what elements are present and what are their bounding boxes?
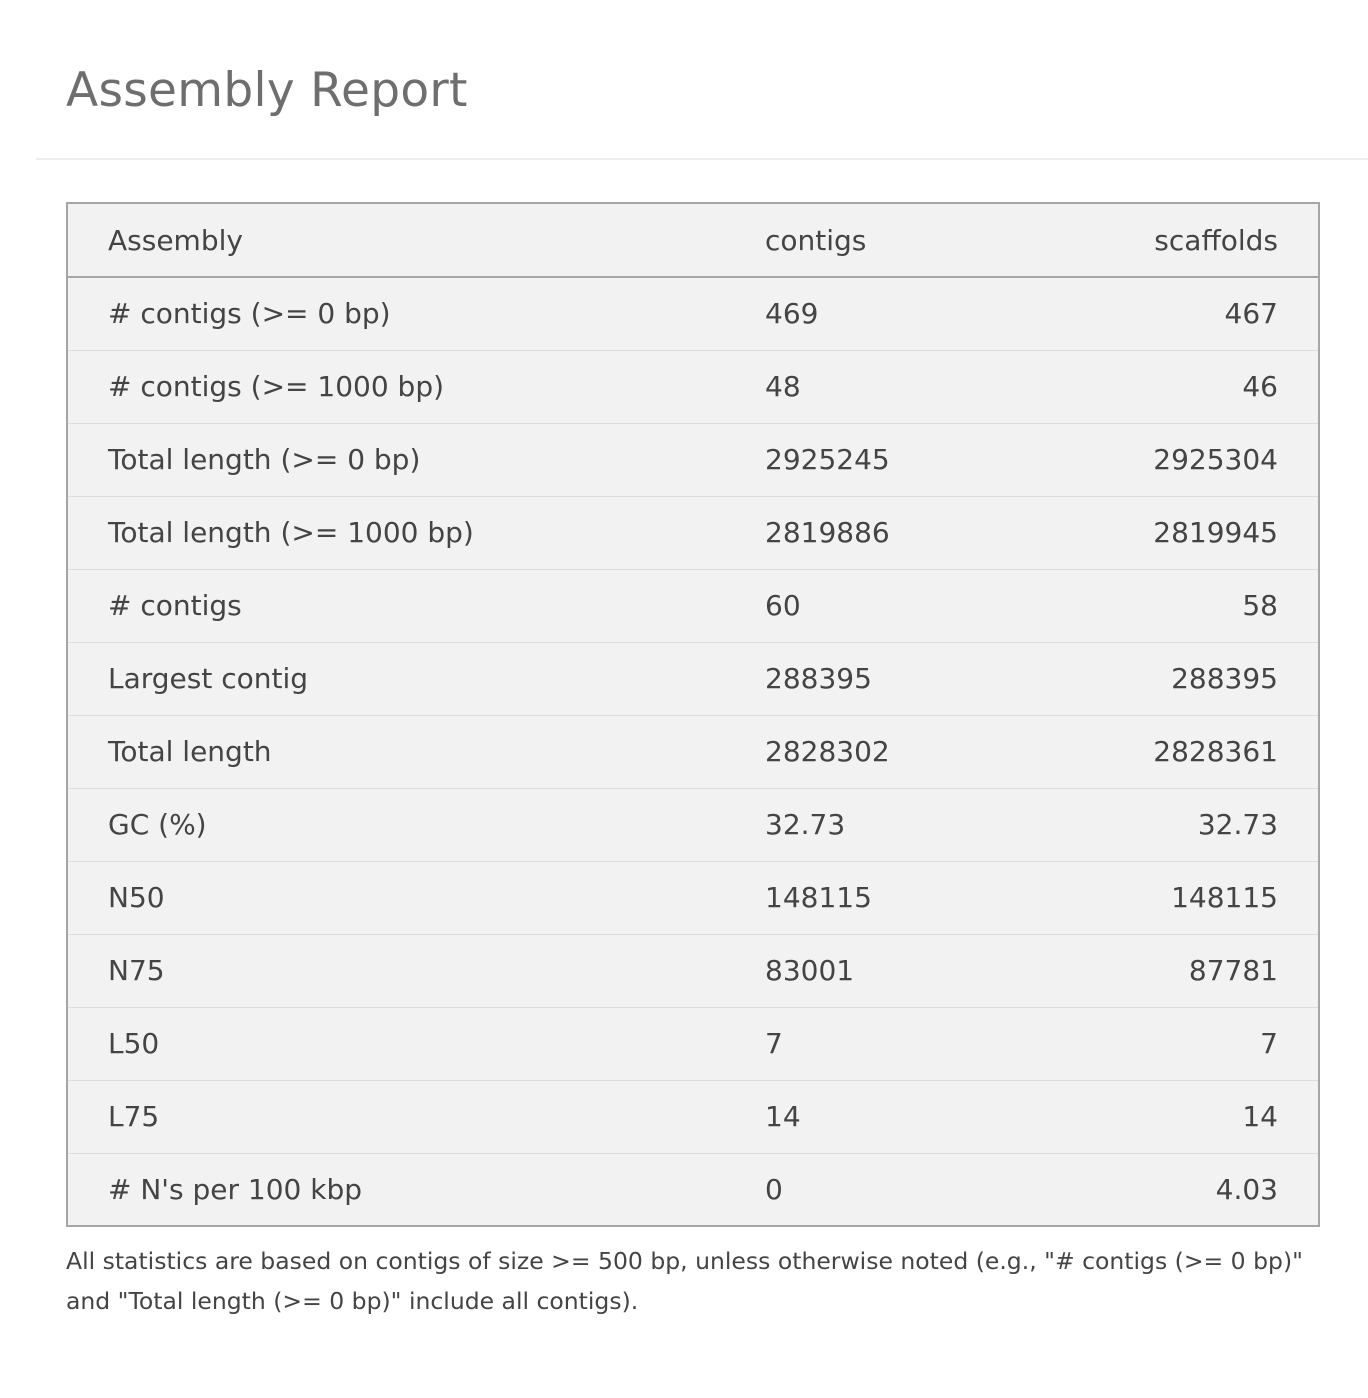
scaffolds-value: 467 xyxy=(1224,297,1278,331)
scaffolds-value: 2819945 xyxy=(975,495,1319,569)
page-title: Assembly Report xyxy=(66,63,468,118)
contigs-value: 288395 xyxy=(725,641,975,715)
contigs-value: 83001 xyxy=(725,933,975,1007)
contigs-value: 14 xyxy=(725,1079,975,1153)
table-row: Total length 2828302 2828361 xyxy=(67,714,1319,788)
table-header-row: Assembly contigs scaffolds xyxy=(67,203,1319,278)
table-row: # contigs (>= 1000 bp) 48 46 xyxy=(67,349,1319,423)
table-row: Total length (>= 0 bp) 2925245 2925304 xyxy=(67,422,1319,496)
table-row: N50 148115 148115 xyxy=(67,860,1319,934)
row-label: Total length xyxy=(67,714,725,788)
row-label: N75 xyxy=(67,933,725,1007)
contigs-value: 2925245 xyxy=(725,422,975,496)
scaffolds-value: 148115 xyxy=(975,860,1319,934)
contigs-value: 2828302 xyxy=(725,714,975,788)
table-row: # N's per 100 kbp 0 4.03 xyxy=(67,1152,1319,1226)
contigs-value: 148115 xyxy=(725,860,975,934)
scaffolds-value: 2925304 xyxy=(975,422,1319,496)
scaffolds-value: 58 xyxy=(975,568,1319,642)
table-row: # contigs 60 58 xyxy=(67,568,1319,642)
column-header-scaffolds: scaffolds xyxy=(975,203,1319,278)
contigs-value: 32.73 xyxy=(725,787,975,861)
row-label: N50 xyxy=(67,860,725,934)
column-header-contigs: contigs xyxy=(725,203,975,278)
row-label: # N's per 100 kbp xyxy=(67,1152,725,1226)
scaffolds-value: 14 xyxy=(975,1079,1319,1153)
row-label: L50 xyxy=(67,1006,725,1080)
contigs-value: 60 xyxy=(725,568,975,642)
row-label: Total length (>= 1000 bp) xyxy=(67,495,725,569)
column-header-assembly: Assembly xyxy=(67,203,725,278)
scaffolds-value: 87781 xyxy=(975,933,1319,1007)
contigs-value: 7 xyxy=(725,1006,975,1080)
contigs-value: 48 xyxy=(725,349,975,423)
contigs-value: 2819886 xyxy=(725,495,975,569)
row-label: # contigs (>= 1000 bp) xyxy=(67,349,725,423)
footnote: All statistics are based on contigs of s… xyxy=(66,1247,1303,1315)
row-label: # contigs (>= 0 bp) xyxy=(108,297,391,331)
table-row: N75 83001 87781 xyxy=(67,933,1319,1007)
scaffolds-value: 2828361 xyxy=(975,714,1319,788)
table-body: # contigs (>= 0 bp) 469 467 # contigs (>= 1… xyxy=(67,277,1319,1226)
row-label: L75 xyxy=(67,1079,725,1153)
row-label: Total length (>= 0 bp) xyxy=(67,422,725,496)
page-header: Assembly Report xyxy=(36,0,1368,160)
contigs-value: 0 xyxy=(725,1152,975,1226)
scaffolds-value: 46 xyxy=(975,349,1319,423)
row-label: Largest contig xyxy=(67,641,725,715)
table-row: # contigs (>= 0 bp) 469 467 xyxy=(67,277,1319,350)
assembly-report-table: Assembly contigs scaffolds # contigs (>=… xyxy=(66,202,1320,1227)
row-label: GC (%) xyxy=(67,787,725,861)
scaffolds-value: 32.73 xyxy=(975,787,1319,861)
table-row: Largest contig 288395 288395 xyxy=(67,641,1319,715)
row-label: # contigs xyxy=(67,568,725,642)
table-header: Assembly contigs scaffolds xyxy=(67,203,1319,278)
scaffolds-value: 288395 xyxy=(975,641,1319,715)
scaffolds-value: 4.03 xyxy=(975,1152,1319,1226)
contigs-value: 469 xyxy=(765,297,819,331)
table-row: Total length (>= 1000 bp) 2819886 2819945 xyxy=(67,495,1319,569)
table-row: L75 14 14 xyxy=(67,1079,1319,1153)
table-row: GC (%) 32.73 32.73 xyxy=(67,787,1319,861)
table-row: L50 7 7 xyxy=(67,1006,1319,1080)
scaffolds-value: 7 xyxy=(975,1006,1319,1080)
